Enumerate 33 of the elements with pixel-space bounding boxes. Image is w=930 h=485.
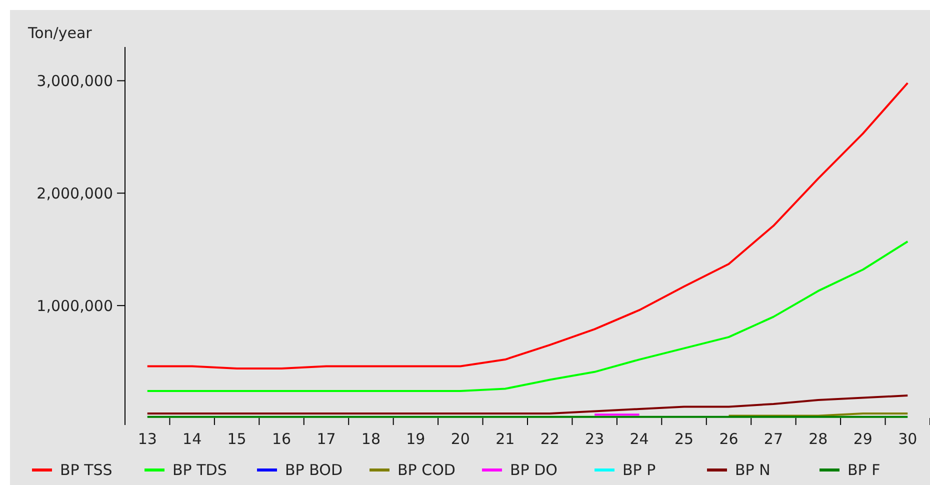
x-tick-label: 28 <box>808 430 828 448</box>
x-tick-label: 13 <box>138 430 157 448</box>
y-tick-label: 2,000,000 <box>36 184 113 202</box>
x-tick-label: 24 <box>630 430 649 448</box>
x-tick-label: 22 <box>540 430 560 448</box>
line-series <box>146 394 909 415</box>
legend-label: BP TDS <box>172 461 227 479</box>
x-tick-label: 19 <box>406 430 426 448</box>
x-tick-label: 26 <box>719 430 738 448</box>
x-tick-label: 25 <box>674 430 694 448</box>
x-tick-label: 14 <box>182 430 202 448</box>
x-tick-label: 21 <box>496 430 515 448</box>
x-tick-label: 20 <box>450 430 470 448</box>
y-axis-title: Ton/year <box>27 24 93 42</box>
line-series <box>146 82 909 370</box>
legend-label: BP COD <box>398 461 456 479</box>
legend-label: BP N <box>735 461 770 479</box>
x-tick-label: 29 <box>853 430 872 448</box>
y-tick-label: 1,000,000 <box>36 296 113 315</box>
y-tick-label: 3,000,000 <box>36 72 113 90</box>
legend-label: BP DO <box>510 461 558 479</box>
line-series <box>146 240 909 392</box>
legend-label: BP TSS <box>60 461 112 479</box>
x-tick-label: 23 <box>585 430 604 448</box>
x-tick-label: 16 <box>272 430 292 448</box>
x-tick-label: 27 <box>764 430 784 448</box>
legend-label: BP P <box>622 461 656 479</box>
legend-label: BP BOD <box>285 461 342 479</box>
legend-label: BP F <box>848 461 880 479</box>
x-tick-label: 17 <box>316 430 336 448</box>
x-tick-label: 15 <box>227 430 246 448</box>
x-tick-label: 18 <box>361 430 381 448</box>
x-tick-label: 30 <box>898 430 918 448</box>
